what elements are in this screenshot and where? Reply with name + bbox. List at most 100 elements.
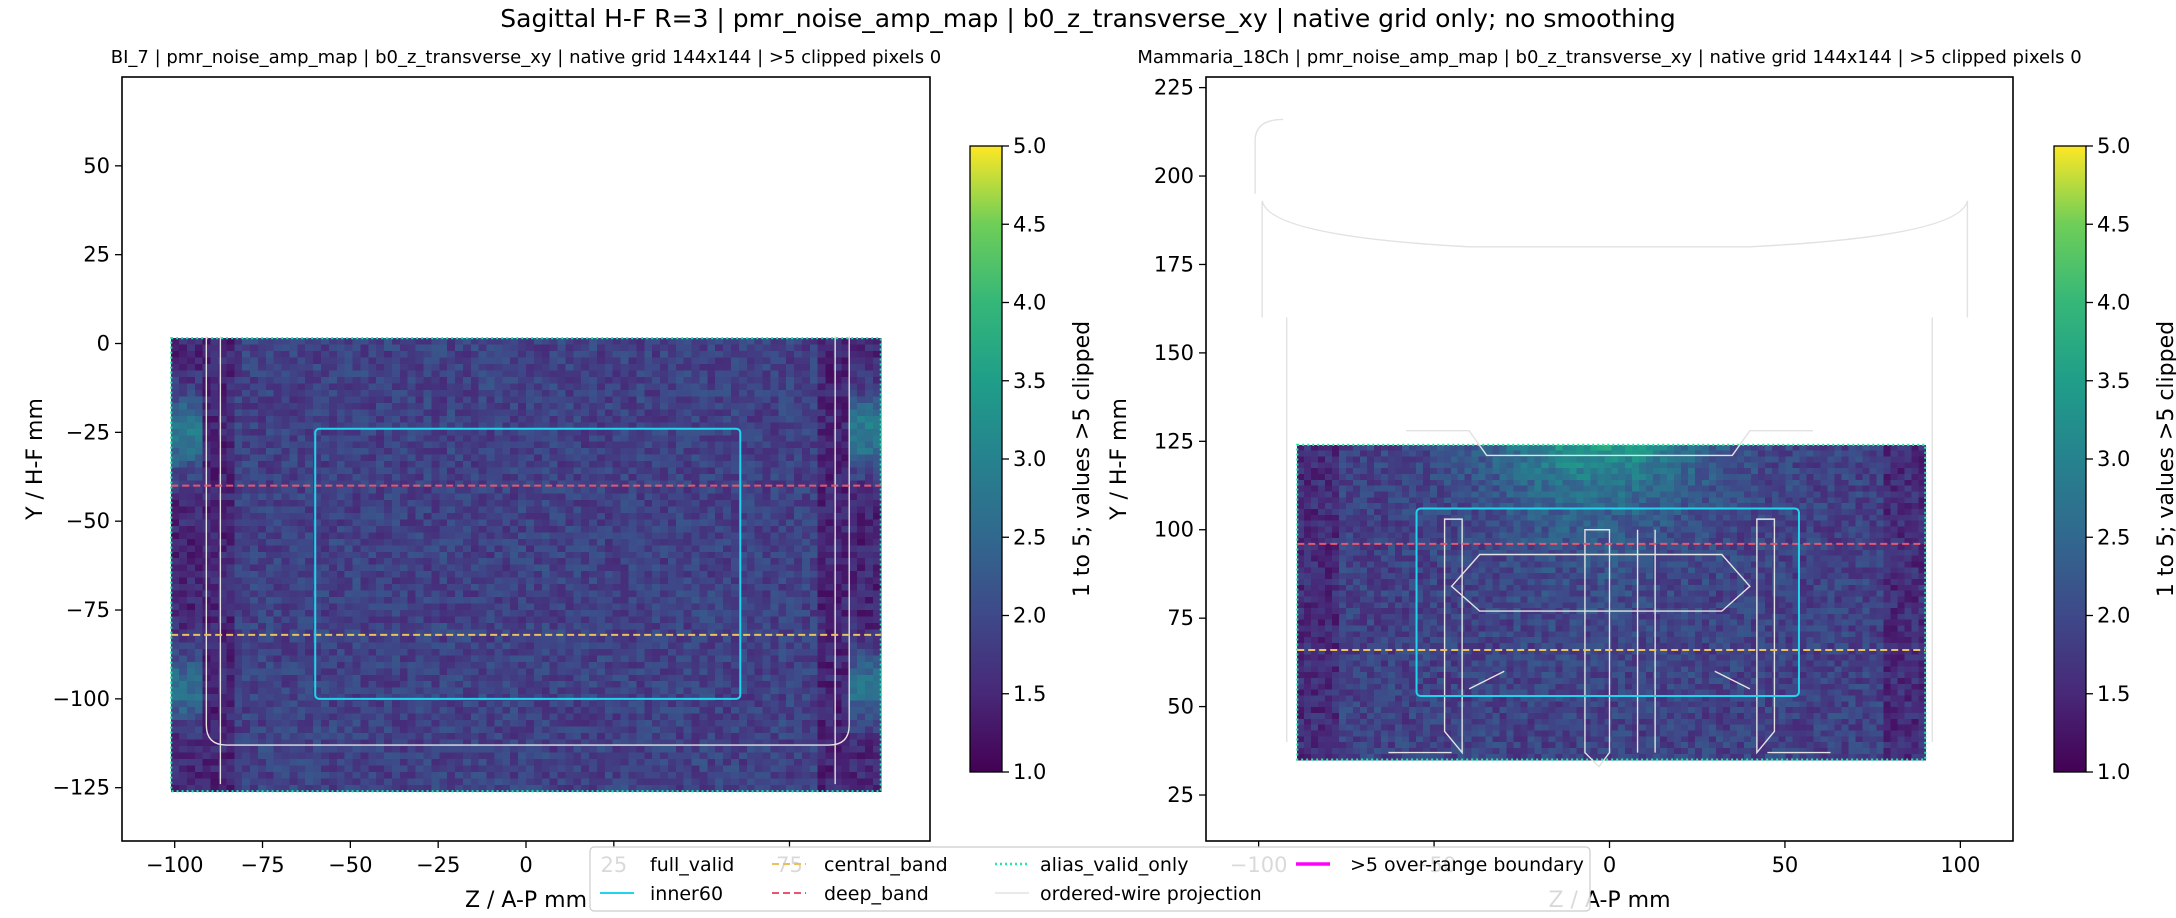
heatmap-cell <box>289 377 298 385</box>
heatmap-cell <box>825 448 835 456</box>
heatmap-cell <box>407 422 417 430</box>
heatmap-cell <box>391 525 401 533</box>
heatmap-cell <box>872 454 882 462</box>
heatmap-cell <box>273 545 283 553</box>
heatmap-cell <box>762 435 772 443</box>
heatmap-cell <box>486 616 496 624</box>
heatmap-cell <box>841 435 850 443</box>
heatmap-cell <box>589 668 598 676</box>
heatmap-cell <box>250 538 259 546</box>
heatmap-cell <box>841 370 850 378</box>
heatmap-cell <box>344 415 354 423</box>
heatmap-cell <box>817 409 827 417</box>
heatmap-cell <box>234 538 243 546</box>
heatmap-cell <box>297 545 306 553</box>
heatmap-cell <box>226 428 235 436</box>
heatmap-cell <box>455 616 464 624</box>
heatmap-cell <box>557 487 567 495</box>
heatmap-cell <box>179 474 188 482</box>
heatmap-cell <box>557 396 567 404</box>
heatmap-cell <box>809 655 819 663</box>
heatmap-cell <box>715 422 724 430</box>
heatmap-cell <box>179 383 188 391</box>
heatmap-cell <box>526 590 535 598</box>
heatmap-cell <box>218 506 227 514</box>
heatmap-cell <box>313 435 322 443</box>
heatmap-cell <box>447 622 456 631</box>
heatmap-cell <box>817 597 827 605</box>
heatmap-cell <box>541 493 551 501</box>
heatmap-cell <box>872 681 882 689</box>
heatmap-cell <box>675 351 685 359</box>
heatmap-cell <box>320 377 330 385</box>
heatmap-cell <box>234 661 243 669</box>
heatmap-cell <box>644 525 653 533</box>
heatmap-cell <box>423 422 432 430</box>
heatmap-cell <box>746 512 756 521</box>
heatmap-cell <box>581 629 590 637</box>
heatmap-cell <box>841 461 850 469</box>
heatmap-cell <box>738 474 748 482</box>
heatmap-cell <box>423 519 432 527</box>
heatmap-cell <box>644 351 653 359</box>
heatmap-cell <box>210 519 220 527</box>
heatmap-cell <box>746 474 756 482</box>
heatmap-cell <box>707 389 716 398</box>
heatmap-cell <box>644 499 653 508</box>
heatmap-cell <box>809 441 819 449</box>
heatmap-cell <box>462 422 472 430</box>
heatmap-cell <box>778 389 787 398</box>
heatmap-cell <box>612 635 622 643</box>
heatmap-cell <box>833 377 842 385</box>
heatmap-cell <box>849 428 858 436</box>
heatmap-cell <box>250 389 259 398</box>
heatmap-cell <box>746 603 756 611</box>
heatmap-cell <box>541 435 551 443</box>
heatmap-cell <box>179 480 188 488</box>
heatmap-cell <box>526 370 535 378</box>
heatmap-cell <box>478 338 488 346</box>
heatmap-cell <box>675 493 685 501</box>
heatmap-cell <box>849 668 858 676</box>
heatmap-cell <box>360 648 369 656</box>
heatmap-cell <box>391 532 401 540</box>
heatmap-cell <box>455 493 464 501</box>
heatmap-cell <box>226 687 235 695</box>
heatmap-cell <box>478 616 488 624</box>
heatmap-cell <box>604 668 614 676</box>
heatmap-cell <box>644 448 653 456</box>
heatmap-cell <box>644 383 653 391</box>
heatmap-cell <box>313 487 322 495</box>
heatmap-cell <box>305 674 314 682</box>
heatmap-cell <box>778 551 787 559</box>
heatmap-cell <box>573 655 582 663</box>
heatmap-cell <box>415 448 425 456</box>
heatmap-cell <box>234 409 243 417</box>
heatmap-cell <box>849 642 858 650</box>
heatmap-cell <box>305 616 314 624</box>
heatmap-cell <box>770 674 779 682</box>
heatmap-cell <box>865 415 874 423</box>
heatmap-cell <box>557 402 567 410</box>
heatmap-cell <box>194 487 204 495</box>
heatmap-cell <box>801 480 811 488</box>
heatmap-cell <box>762 558 772 566</box>
heatmap-cell <box>407 616 417 624</box>
heatmap-cell <box>502 674 511 682</box>
heatmap-cell <box>652 351 661 359</box>
heatmap-cell <box>549 428 559 436</box>
heatmap-cell <box>691 383 701 391</box>
heatmap-cell <box>336 487 346 495</box>
heatmap-cell <box>825 415 835 423</box>
heatmap-cell <box>565 577 574 585</box>
heatmap-cell <box>376 364 385 372</box>
heatmap-cell <box>502 338 511 346</box>
heatmap-cell <box>778 493 787 501</box>
heatmap-cell <box>376 448 385 456</box>
heatmap-cell <box>320 694 330 702</box>
heatmap-cell <box>604 687 614 695</box>
heatmap-cell <box>699 655 708 663</box>
heatmap-cell <box>809 461 819 469</box>
heatmap-cell <box>581 577 590 585</box>
heatmap-cell <box>297 422 306 430</box>
